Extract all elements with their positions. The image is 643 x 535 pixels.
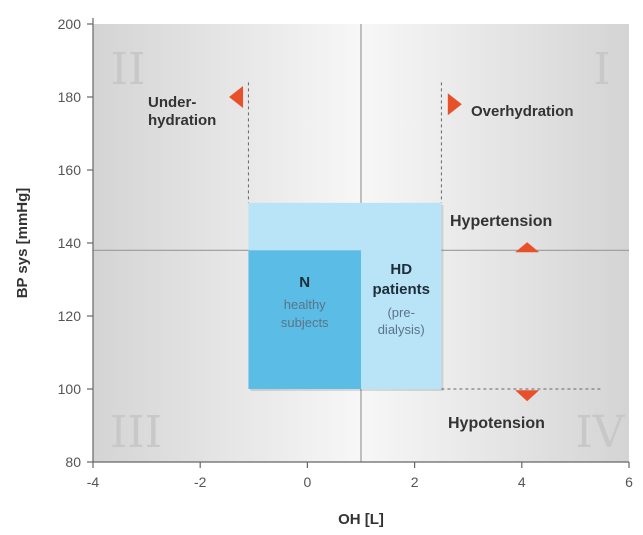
x-tick-label: 6 <box>625 474 633 490</box>
x-tick-label: 2 <box>411 474 419 490</box>
underhydration-label-line1: Under- <box>148 94 196 111</box>
hypertension-arrow <box>515 242 540 253</box>
underhydration-arrow <box>229 86 244 108</box>
hypotension-label: Hypotension <box>448 415 545 432</box>
x-axis-label: OH [L] <box>338 511 384 528</box>
y-tick-label: 100 <box>58 381 82 397</box>
quadrant-label-iii: III <box>110 407 162 458</box>
hd-region-title-line1: HD <box>390 261 412 278</box>
hypertension-label: Hypertension <box>450 213 552 230</box>
n-region <box>248 250 361 389</box>
hypotension-arrow <box>515 390 540 402</box>
hd-region-title-line2: patients <box>372 281 430 298</box>
n-region-subtitle-line2: subjects <box>281 315 329 330</box>
x-tick-label: 4 <box>518 474 526 490</box>
quadrant-label-i: I <box>593 44 610 95</box>
x-tick-label: -4 <box>87 474 100 490</box>
x-tick-label: -2 <box>194 474 207 490</box>
y-axis-label: BP sys [mmHg] <box>14 188 31 299</box>
n-region-title: N <box>299 274 310 291</box>
quadrant-label-ii: II <box>111 44 146 95</box>
y-tick-label: 200 <box>58 16 82 32</box>
y-tick-label: 160 <box>58 162 82 178</box>
x-tick-label: 0 <box>304 474 312 490</box>
y-tick-label: 80 <box>65 454 81 470</box>
y-tick-label: 120 <box>58 308 82 324</box>
y-tick-label: 140 <box>58 235 82 251</box>
overhydration-arrow <box>447 93 462 116</box>
overhydration-label: Overhydration <box>471 103 574 120</box>
underhydration-label-line2: hydration <box>148 112 216 129</box>
hd-region-subtitle-line2: dialysis) <box>378 322 425 337</box>
quadrant-label-iv: IV <box>575 407 625 458</box>
n-region-subtitle-line1: healthy <box>284 297 326 312</box>
y-tick-label: 180 <box>58 89 82 105</box>
hd-region-subtitle-line1: (pre- <box>387 305 414 320</box>
